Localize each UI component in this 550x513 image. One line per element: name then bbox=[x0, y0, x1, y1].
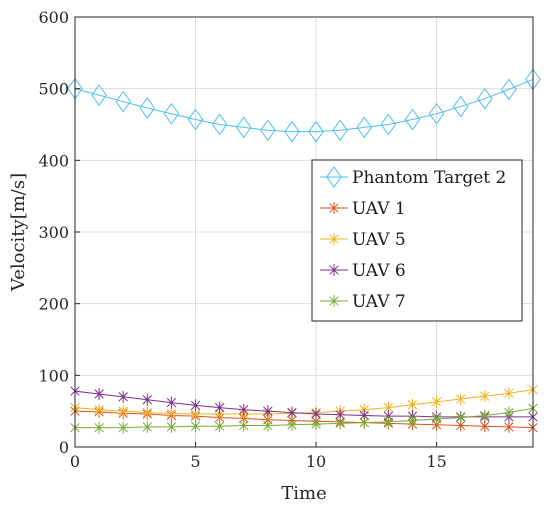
data-point-asterisk bbox=[214, 401, 225, 414]
data-point-asterisk bbox=[190, 420, 201, 433]
data-point-asterisk bbox=[142, 406, 152, 419]
data-point-asterisk bbox=[329, 202, 339, 214]
data-point-asterisk bbox=[311, 408, 321, 421]
x-tick-label: 15 bbox=[426, 452, 446, 471]
data-point-asterisk bbox=[480, 409, 490, 422]
y-tick-label: 500 bbox=[38, 80, 69, 99]
y-tick-label: 400 bbox=[38, 151, 69, 170]
data-point-asterisk bbox=[166, 420, 177, 433]
legend-label: UAV 1 bbox=[352, 199, 406, 219]
data-point-asterisk bbox=[480, 390, 490, 403]
data-point-asterisk bbox=[311, 418, 321, 431]
data-point-diamond bbox=[163, 102, 180, 125]
series-line bbox=[74, 390, 533, 418]
legend-label: Phantom Target 2 bbox=[352, 168, 506, 188]
data-point-diamond bbox=[452, 95, 469, 118]
data-point-asterisk bbox=[287, 406, 297, 419]
data-point-diamond bbox=[235, 116, 252, 139]
data-point-asterisk bbox=[504, 387, 514, 400]
data-point-asterisk bbox=[94, 403, 104, 416]
data-point-asterisk bbox=[359, 416, 369, 429]
x-tick-label: 0 bbox=[70, 452, 80, 471]
data-point-asterisk bbox=[504, 406, 514, 419]
data-point-asterisk bbox=[166, 396, 177, 409]
data-point-asterisk bbox=[190, 399, 201, 412]
y-axis-label: Velocity[m/s] bbox=[8, 173, 29, 292]
data-point-asterisk bbox=[287, 418, 297, 431]
data-point-asterisk bbox=[94, 421, 104, 434]
data-point-asterisk bbox=[456, 392, 466, 405]
data-point-asterisk bbox=[329, 264, 339, 276]
data-point-diamond bbox=[91, 84, 107, 106]
y-tick-label: 300 bbox=[38, 223, 69, 242]
data-point-asterisk bbox=[504, 420, 514, 433]
y-tick-label: 100 bbox=[38, 366, 69, 385]
data-point-diamond bbox=[501, 78, 517, 101]
data-point-diamond bbox=[332, 119, 348, 142]
data-point-asterisk bbox=[456, 411, 466, 424]
data-point-diamond bbox=[308, 120, 324, 143]
data-point-asterisk bbox=[239, 419, 249, 432]
data-point-diamond bbox=[404, 108, 421, 131]
data-point-asterisk bbox=[166, 407, 177, 420]
series-layer bbox=[67, 68, 541, 434]
data-point-asterisk bbox=[94, 387, 104, 400]
legend: Phantom Target 2 UAV 1 UAV 5 UAV 6 UAV 7 bbox=[311, 159, 523, 322]
data-point-diamond bbox=[284, 120, 300, 143]
legend-item: UAV 7 bbox=[320, 292, 406, 312]
data-point-asterisk bbox=[335, 417, 345, 430]
series-uav-7 bbox=[70, 402, 538, 434]
legend-label: UAV 6 bbox=[352, 261, 406, 281]
y-tick-label: 200 bbox=[38, 295, 69, 314]
legend-item: UAV 1 bbox=[320, 199, 406, 219]
legend-label: UAV 5 bbox=[352, 230, 406, 250]
data-point-diamond bbox=[326, 166, 342, 188]
y-tick-label: 0 bbox=[59, 438, 69, 457]
legend-item: UAV 6 bbox=[320, 261, 406, 281]
series-uav-1 bbox=[70, 405, 538, 434]
data-point-asterisk bbox=[118, 390, 128, 403]
data-point-asterisk bbox=[383, 415, 394, 428]
series-line bbox=[74, 78, 534, 133]
series-line bbox=[75, 407, 534, 429]
data-point-asterisk bbox=[142, 393, 152, 406]
data-point-diamond bbox=[476, 87, 493, 110]
data-point-asterisk bbox=[239, 403, 249, 416]
data-point-asterisk bbox=[214, 420, 225, 433]
data-point-diamond bbox=[187, 108, 204, 131]
data-point-diamond bbox=[115, 90, 132, 113]
data-point-asterisk bbox=[407, 414, 418, 427]
data-point-diamond bbox=[356, 116, 373, 139]
data-point-diamond bbox=[260, 119, 276, 142]
x-axis-label: Time bbox=[281, 483, 326, 504]
data-point-asterisk bbox=[142, 420, 152, 433]
legend-box bbox=[311, 159, 523, 322]
data-point-asterisk bbox=[329, 295, 339, 307]
data-point-asterisk bbox=[263, 419, 273, 432]
data-point-diamond bbox=[380, 113, 397, 136]
data-point-asterisk bbox=[118, 421, 128, 434]
data-point-asterisk bbox=[407, 398, 418, 411]
x-tick-label: 10 bbox=[306, 452, 326, 471]
series-uav-5 bbox=[70, 383, 538, 421]
data-point-asterisk bbox=[431, 395, 442, 408]
data-point-asterisk bbox=[431, 413, 442, 426]
data-point-asterisk bbox=[118, 405, 128, 418]
data-point-asterisk bbox=[329, 233, 339, 245]
data-point-asterisk bbox=[263, 405, 273, 418]
legend-item: UAV 5 bbox=[320, 230, 406, 250]
x-tick-label: 5 bbox=[190, 452, 200, 471]
data-point-diamond bbox=[211, 113, 228, 136]
series-phantom-target-2 bbox=[67, 68, 541, 143]
data-point-diamond bbox=[428, 102, 445, 125]
ticks: 0 5 10 15 0 100 200 300 400 500 600 bbox=[38, 8, 446, 471]
y-tick-label: 600 bbox=[38, 8, 69, 27]
series-line bbox=[74, 410, 534, 429]
legend-item: Phantom Target 2 bbox=[320, 166, 506, 188]
data-point-diamond bbox=[139, 97, 156, 119]
legend-label: UAV 7 bbox=[352, 292, 406, 312]
